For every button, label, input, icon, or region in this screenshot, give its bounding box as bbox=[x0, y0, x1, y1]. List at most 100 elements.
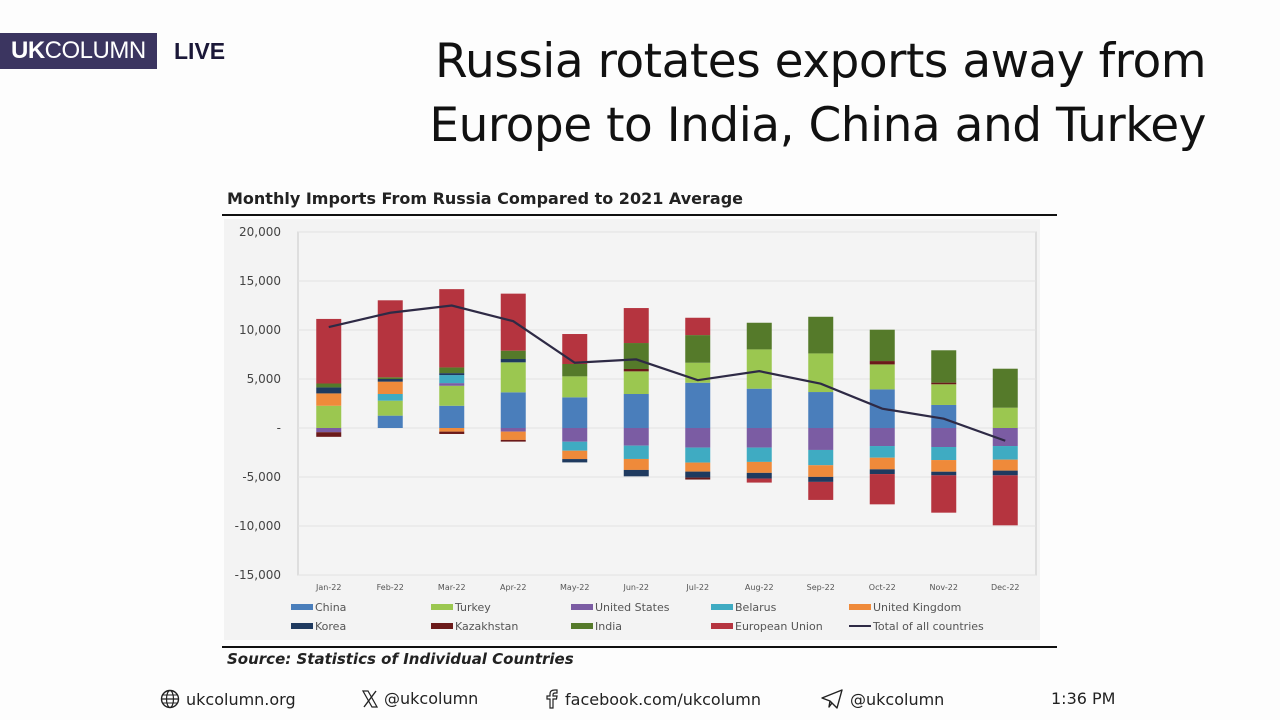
x-tick-label: Oct-22 bbox=[869, 583, 896, 592]
y-tick-label: 10,000 bbox=[239, 323, 281, 337]
footer-x[interactable]: @ukcolumn bbox=[362, 689, 478, 708]
bar-european-union bbox=[562, 334, 588, 365]
source-note: Source: Statistics of Individual Countri… bbox=[227, 650, 574, 668]
x-tick-label: Jun-22 bbox=[622, 583, 649, 592]
bar-kazakhstan bbox=[685, 477, 711, 480]
legend-label: China bbox=[315, 601, 346, 614]
bar-european-union bbox=[316, 318, 342, 384]
bar-european-union bbox=[685, 317, 711, 336]
y-tick-label: -10,000 bbox=[235, 519, 281, 533]
x-tick-label: Mar-22 bbox=[438, 583, 466, 592]
bar-india bbox=[623, 343, 649, 370]
legend-swatch bbox=[711, 623, 733, 629]
bar-korea bbox=[931, 471, 957, 476]
bar-united-kingdom bbox=[316, 393, 342, 406]
bar-united-states bbox=[746, 428, 772, 448]
bar-united-kingdom bbox=[377, 381, 403, 394]
bar-belarus bbox=[869, 446, 895, 458]
bar-korea bbox=[439, 373, 465, 376]
x-tick-label: Apr-22 bbox=[500, 583, 526, 592]
bar-united-kingdom bbox=[623, 458, 649, 470]
bar-turkey bbox=[377, 400, 403, 416]
y-tick-label: -5,000 bbox=[242, 470, 281, 484]
legend-label: United States bbox=[595, 601, 670, 614]
live-label: LIVE bbox=[174, 38, 226, 64]
total-line bbox=[328, 304, 1006, 442]
legend-label: Belarus bbox=[735, 601, 777, 614]
globe-icon bbox=[160, 689, 180, 709]
bar-china bbox=[377, 415, 403, 428]
bottom-rule bbox=[222, 646, 1057, 648]
legend-swatch bbox=[291, 604, 313, 610]
headline-line-1: Russia rotates exports away from bbox=[435, 34, 1206, 89]
legend-swatch bbox=[711, 604, 733, 610]
bar-india bbox=[439, 367, 465, 374]
bar-turkey bbox=[562, 376, 588, 398]
bar-turkey bbox=[439, 385, 465, 406]
bar-european-union bbox=[439, 289, 465, 368]
bar-india bbox=[685, 335, 711, 363]
top-rule bbox=[222, 214, 1057, 216]
bar-china bbox=[500, 392, 526, 428]
bar-india bbox=[931, 350, 957, 383]
x-handle: @ukcolumn bbox=[384, 689, 479, 708]
bar-turkey bbox=[931, 384, 957, 405]
legend-swatch bbox=[431, 604, 453, 610]
logo-rest: COLUMN bbox=[44, 37, 147, 64]
logo-bold: UK bbox=[11, 37, 45, 64]
bar-turkey bbox=[500, 362, 526, 393]
bar-china bbox=[623, 393, 649, 428]
bar-china bbox=[931, 404, 957, 428]
bar-belarus bbox=[931, 447, 957, 461]
footer-facebook[interactable]: facebook.com/ukcolumn bbox=[545, 689, 761, 709]
bar-united-kingdom bbox=[500, 431, 526, 440]
legend-label: Kazakhstan bbox=[455, 620, 518, 633]
bar-korea bbox=[500, 359, 526, 363]
headline-line-2: Europe to India, China and Turkey bbox=[429, 98, 1206, 153]
ukcolumn-logo: UKCOLUMN bbox=[0, 33, 157, 69]
website-text: ukcolumn.org bbox=[186, 689, 296, 709]
bar-india bbox=[869, 329, 895, 362]
footer-telegram[interactable]: @ukcolumn bbox=[820, 689, 944, 709]
telegram-icon bbox=[821, 689, 843, 709]
bar-korea bbox=[562, 459, 588, 463]
footer-website[interactable]: ukcolumn.org bbox=[160, 689, 296, 709]
bar-korea bbox=[992, 470, 1018, 476]
bar-turkey bbox=[869, 364, 895, 390]
bar-belarus bbox=[377, 393, 403, 401]
x-tick-label: Jan-22 bbox=[315, 583, 341, 592]
bar-united-states bbox=[869, 428, 895, 447]
legend-swatch bbox=[571, 623, 593, 629]
legend-swatch bbox=[431, 623, 453, 629]
x-tick-label: Sep-22 bbox=[807, 583, 835, 592]
chart-title: Monthly Imports From Russia Compared to … bbox=[227, 189, 743, 208]
y-tick-label: 5,000 bbox=[247, 372, 281, 386]
bar-india bbox=[808, 316, 834, 354]
bar-united-kingdom bbox=[869, 457, 895, 470]
telegram-handle: @ukcolumn bbox=[850, 689, 945, 709]
bar-belarus bbox=[746, 447, 772, 462]
bar-korea bbox=[623, 469, 649, 477]
bar-european-union bbox=[931, 475, 957, 513]
bar-belarus bbox=[439, 375, 465, 384]
bar-korea bbox=[316, 387, 342, 394]
x-tick-label: Dec-22 bbox=[991, 583, 1020, 592]
bar-turkey bbox=[623, 371, 649, 394]
bar-united-states bbox=[808, 428, 834, 450]
bar-european-union bbox=[746, 478, 772, 483]
bar-china bbox=[685, 382, 711, 428]
bar-united-states bbox=[931, 428, 957, 448]
bar-united-kingdom bbox=[562, 450, 588, 460]
bar-kazakhstan bbox=[623, 369, 649, 372]
bar-india bbox=[992, 368, 1018, 408]
legend-label: Turkey bbox=[454, 601, 491, 614]
x-tick-label: Aug-22 bbox=[745, 583, 774, 592]
bar-india bbox=[562, 364, 588, 377]
bar-kazakhstan bbox=[869, 361, 895, 365]
y-tick-label: -15,000 bbox=[235, 568, 281, 582]
legend-swatch bbox=[291, 623, 313, 629]
bar-china bbox=[746, 388, 772, 428]
bar-kazakhstan bbox=[931, 382, 957, 385]
y-tick-label: - bbox=[277, 421, 281, 435]
bar-belarus bbox=[808, 449, 834, 466]
